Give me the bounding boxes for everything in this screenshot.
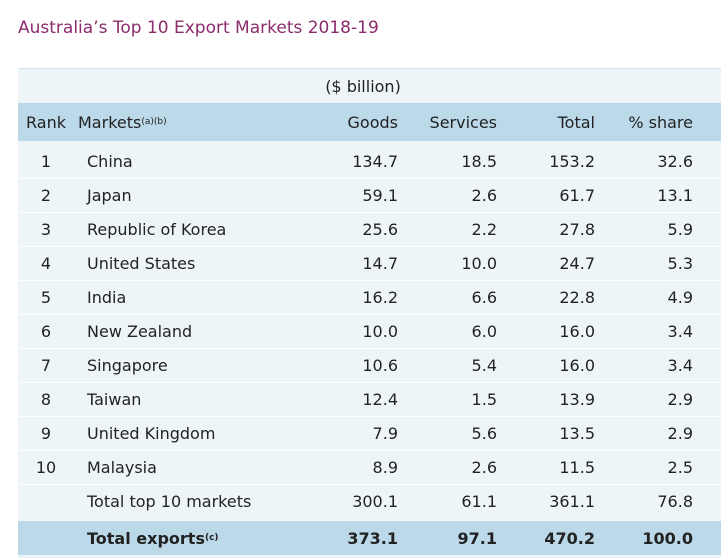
table-cell: 2.9 bbox=[667, 423, 693, 443]
table-cell: 100.0 bbox=[642, 528, 693, 548]
table-cell: 24.7 bbox=[559, 253, 595, 273]
table-cell: 6.0 bbox=[471, 321, 497, 341]
table-cell: 3 bbox=[40, 219, 52, 239]
table-row: 8 Taiwan 12.4 1.5 13.9 2.9 bbox=[18, 382, 721, 417]
table-cell: 61.1 bbox=[461, 491, 497, 511]
table-cell: Singapore bbox=[87, 355, 168, 375]
unit-note: ($ billion) bbox=[325, 76, 401, 96]
table-cell: 2.5 bbox=[667, 457, 693, 477]
table-cell: 13.5 bbox=[559, 423, 595, 443]
table-cell: 7 bbox=[40, 355, 52, 375]
header-cell: % share bbox=[628, 112, 693, 132]
table-cell: 2.9 bbox=[667, 389, 693, 409]
table-cell: 6 bbox=[40, 321, 52, 341]
table-cell: 27.8 bbox=[559, 219, 595, 239]
footnote-mark: (a)(b) bbox=[141, 117, 167, 127]
table-cell: 76.8 bbox=[657, 491, 693, 511]
table-cell: 5.6 bbox=[471, 423, 497, 443]
table-cell: 8 bbox=[40, 389, 52, 409]
table-cell: 4 bbox=[40, 253, 52, 273]
table-cell: Total exports (c) bbox=[87, 521, 317, 555]
table-cell: 5.9 bbox=[667, 219, 693, 239]
table-cell: India bbox=[87, 287, 127, 307]
header-cell: Services bbox=[429, 112, 497, 132]
table-row: 9 United Kingdom 7.9 5.6 13.5 2.9 bbox=[18, 416, 721, 451]
table-cell: 3.4 bbox=[667, 321, 693, 341]
table-cell: Japan bbox=[87, 185, 132, 205]
table-cell: 5.4 bbox=[471, 355, 497, 375]
table-cell: 11.5 bbox=[559, 457, 595, 477]
table-cell: Total top 10 markets bbox=[87, 491, 252, 511]
table-cell: 22.8 bbox=[559, 287, 595, 307]
table-cell: 97.1 bbox=[457, 528, 497, 548]
table-cell: 10.0 bbox=[362, 321, 398, 341]
table-cell: 25.6 bbox=[362, 219, 398, 239]
table-cell: 4.9 bbox=[667, 287, 693, 307]
table-row: 6 New Zealand 10.0 6.0 16.0 3.4 bbox=[18, 314, 721, 349]
table-cell: 32.6 bbox=[657, 151, 693, 171]
table-cell: 2.6 bbox=[471, 457, 497, 477]
table-cell: 16.0 bbox=[559, 355, 595, 375]
table-cell: 1 bbox=[40, 151, 52, 171]
table-cell: 10.0 bbox=[461, 253, 497, 273]
table-cell: 470.2 bbox=[544, 528, 595, 548]
table-cell: 3.4 bbox=[667, 355, 693, 375]
table-cell: 61.7 bbox=[559, 185, 595, 205]
table-row: 1 China 134.7 18.5 153.2 32.6 bbox=[18, 144, 721, 179]
table-cell: New Zealand bbox=[87, 321, 193, 341]
table: ($ billion) Rank Markets (a)(b) Goods Service… bbox=[18, 68, 721, 558]
table-cell: Republic of Korea bbox=[87, 219, 227, 239]
table-cell: 13.1 bbox=[657, 185, 693, 205]
table-cell: 1.5 bbox=[471, 389, 497, 409]
total-row: Total exports (c) 373.1 97.1 470.2 100.0 bbox=[18, 521, 721, 555]
table-cell: 300.1 bbox=[352, 491, 398, 511]
table-cell: Malaysia bbox=[87, 457, 157, 477]
table-cell: 18.5 bbox=[461, 151, 497, 171]
table-row: 3 Republic of Korea 25.6 2.2 27.8 5.9 bbox=[18, 212, 721, 247]
table-cell: 373.1 bbox=[347, 528, 398, 548]
table-row: 4 United States 14.7 10.0 24.7 5.3 bbox=[18, 246, 721, 281]
table-cell: United Kingdom bbox=[87, 423, 216, 443]
header-row: Rank Markets (a)(b) Goods Services Total % sha… bbox=[18, 103, 721, 141]
table-cell: 16.2 bbox=[362, 287, 398, 307]
table-cell: 9 bbox=[40, 423, 52, 443]
table-cell: 6.6 bbox=[471, 287, 497, 307]
title: Australia’s Top 10 Export Markets 2018-1… bbox=[18, 18, 379, 38]
table-row: 10 Malaysia 8.9 2.6 11.5 2.5 bbox=[18, 450, 721, 485]
total-label: Total exports bbox=[87, 528, 205, 548]
subtotal-row: Total top 10 markets 300.1 61.1 361.1 76.8 bbox=[18, 484, 721, 518]
table-cell: 5 bbox=[40, 287, 52, 307]
header-cell: Rank bbox=[26, 112, 66, 132]
header-cell: Markets (a)(b) bbox=[78, 103, 278, 141]
table-row: 2 Japan 59.1 2.6 61.7 13.1 bbox=[18, 178, 721, 213]
table-cell: 2.2 bbox=[471, 219, 497, 239]
table-cell: 2.6 bbox=[471, 185, 497, 205]
table-cell: 12.4 bbox=[362, 389, 398, 409]
header-cell: Goods bbox=[347, 112, 398, 132]
table-cell: 59.1 bbox=[362, 185, 398, 205]
table-row: 5 India 16.2 6.6 22.8 4.9 bbox=[18, 280, 721, 315]
table-cell: 5.3 bbox=[667, 253, 693, 273]
header-text: Markets bbox=[78, 112, 142, 132]
table-cell: 16.0 bbox=[559, 321, 595, 341]
table-cell: 2 bbox=[40, 185, 52, 205]
table-cell: 14.7 bbox=[362, 253, 398, 273]
table-cell: Taiwan bbox=[87, 389, 142, 409]
table-cell: 153.2 bbox=[549, 151, 595, 171]
unit-row: ($ billion) bbox=[18, 69, 721, 103]
footnote-mark: (c) bbox=[204, 533, 219, 543]
table-row: 7 Singapore 10.6 5.4 16.0 3.4 bbox=[18, 348, 721, 383]
table-cell: 8.9 bbox=[372, 457, 398, 477]
table-cell: 13.9 bbox=[559, 389, 595, 409]
table-cell: 10 bbox=[35, 457, 57, 477]
table-cell: United States bbox=[87, 253, 196, 273]
table-cell: China bbox=[87, 151, 133, 171]
table-cell: 10.6 bbox=[362, 355, 398, 375]
table-cell: 7.9 bbox=[372, 423, 398, 443]
header-cell: Total bbox=[557, 112, 595, 132]
table-cell: 361.1 bbox=[549, 491, 595, 511]
table-cell: 134.7 bbox=[352, 151, 398, 171]
